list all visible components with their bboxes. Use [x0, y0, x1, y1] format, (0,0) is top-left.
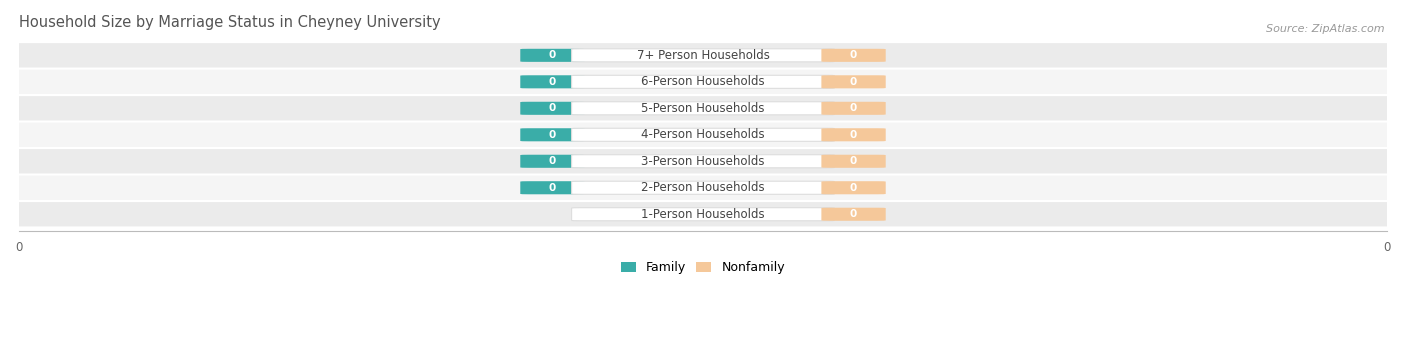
Text: 7+ Person Households: 7+ Person Households [637, 49, 769, 62]
FancyBboxPatch shape [520, 75, 585, 88]
FancyBboxPatch shape [572, 49, 834, 62]
Text: 0: 0 [849, 156, 858, 166]
Text: 0: 0 [548, 156, 557, 166]
FancyBboxPatch shape [821, 181, 886, 194]
Text: 0: 0 [849, 50, 858, 60]
FancyBboxPatch shape [572, 75, 834, 88]
FancyBboxPatch shape [11, 202, 1395, 226]
FancyBboxPatch shape [572, 102, 834, 115]
FancyBboxPatch shape [520, 49, 585, 62]
FancyBboxPatch shape [11, 70, 1395, 94]
Text: 5-Person Households: 5-Person Households [641, 102, 765, 115]
FancyBboxPatch shape [821, 75, 886, 88]
FancyBboxPatch shape [821, 208, 886, 221]
Legend: Family, Nonfamily: Family, Nonfamily [616, 256, 790, 279]
FancyBboxPatch shape [520, 102, 585, 115]
Text: 0: 0 [849, 130, 858, 140]
FancyBboxPatch shape [11, 176, 1395, 200]
Text: Source: ZipAtlas.com: Source: ZipAtlas.com [1267, 24, 1385, 34]
FancyBboxPatch shape [821, 155, 886, 168]
Text: 3-Person Households: 3-Person Households [641, 155, 765, 168]
Text: 1-Person Households: 1-Person Households [641, 208, 765, 221]
FancyBboxPatch shape [821, 128, 886, 141]
FancyBboxPatch shape [11, 149, 1395, 174]
Text: 2-Person Households: 2-Person Households [641, 181, 765, 194]
Text: 0: 0 [548, 103, 557, 113]
Text: Household Size by Marriage Status in Cheyney University: Household Size by Marriage Status in Che… [18, 15, 440, 30]
FancyBboxPatch shape [572, 181, 834, 194]
FancyBboxPatch shape [572, 208, 834, 221]
Text: 6-Person Households: 6-Person Households [641, 75, 765, 88]
Text: 0: 0 [548, 130, 557, 140]
FancyBboxPatch shape [520, 155, 585, 168]
FancyBboxPatch shape [11, 43, 1395, 68]
FancyBboxPatch shape [821, 49, 886, 62]
FancyBboxPatch shape [572, 155, 834, 168]
FancyBboxPatch shape [572, 128, 834, 141]
Text: 0: 0 [849, 183, 858, 193]
FancyBboxPatch shape [821, 102, 886, 115]
FancyBboxPatch shape [520, 181, 585, 194]
Text: 0: 0 [548, 77, 557, 87]
Text: 0: 0 [548, 183, 557, 193]
FancyBboxPatch shape [520, 128, 585, 141]
Text: 0: 0 [548, 50, 557, 60]
FancyBboxPatch shape [11, 96, 1395, 120]
FancyBboxPatch shape [11, 123, 1395, 147]
Text: 0: 0 [849, 209, 858, 219]
Text: 0: 0 [849, 77, 858, 87]
Text: 0: 0 [849, 103, 858, 113]
Text: 4-Person Households: 4-Person Households [641, 128, 765, 141]
